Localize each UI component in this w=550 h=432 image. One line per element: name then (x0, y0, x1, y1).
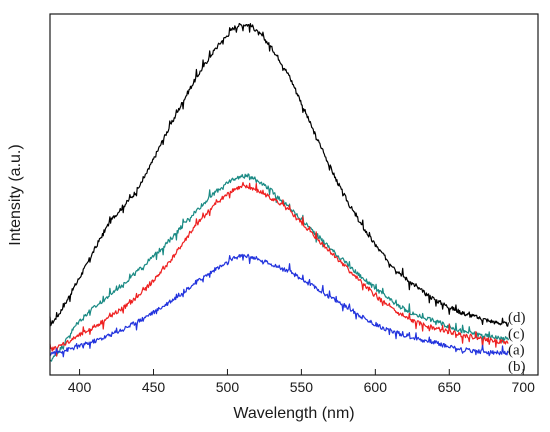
series-line-c (49, 173, 509, 362)
curve-label-c: (c) (508, 326, 525, 342)
series-line-a (49, 181, 509, 357)
x-tick-label: 500 (216, 379, 240, 395)
x-axis-label: Wavelength (nm) (233, 405, 354, 422)
x-tick-label: 650 (438, 379, 462, 395)
y-axis-label: Intensity (a.u.) (7, 144, 24, 245)
series-line-d (49, 22, 510, 327)
series-layer (49, 22, 510, 362)
series-line-b (49, 253, 509, 358)
curve-label-a: (a) (508, 343, 525, 359)
x-tick-label: 600 (364, 379, 388, 395)
curve-labels: (d)(c)(a)(b) (508, 310, 526, 375)
curve-label-d: (d) (508, 310, 526, 326)
plot-frame (49, 13, 539, 376)
x-axis: 400 450 500 550 600 650 700 (68, 369, 535, 395)
x-tick-label: 450 (142, 379, 166, 395)
curve-label-b: (b) (508, 359, 526, 375)
x-tick-label: 700 (512, 379, 536, 395)
x-tick-label: 400 (68, 379, 92, 395)
x-tick-label: 550 (290, 379, 314, 395)
